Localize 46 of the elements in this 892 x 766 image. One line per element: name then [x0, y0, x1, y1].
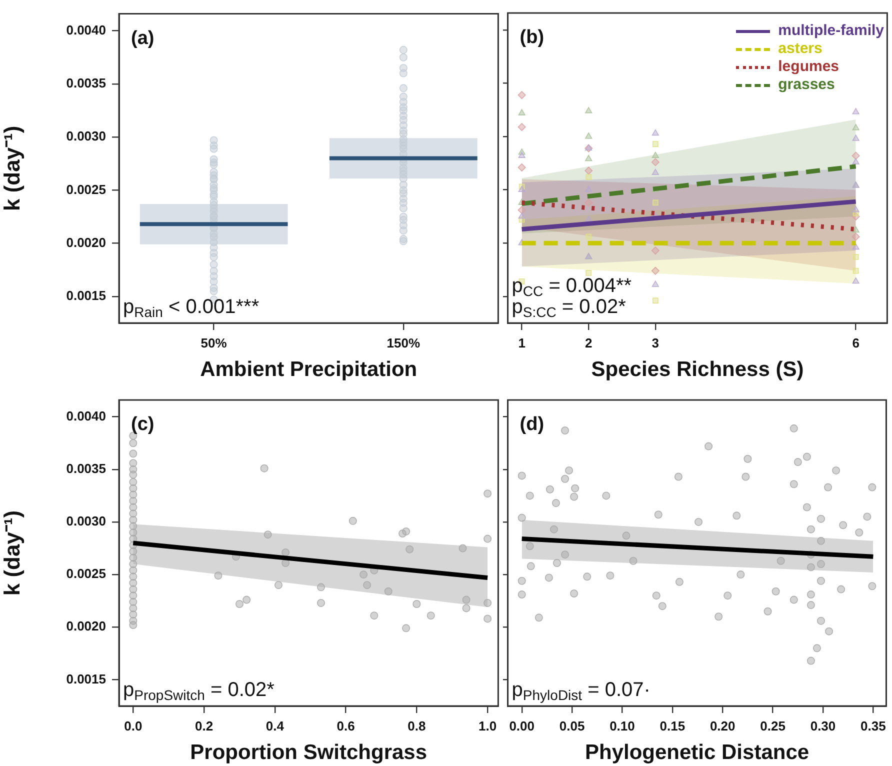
legend-label: asters — [778, 40, 822, 58]
x-tick-label: 1 — [518, 335, 526, 350]
y-tick-label: 0.0015 — [66, 671, 106, 686]
text: (b) — [520, 27, 544, 48]
x-tick-label: 50% — [200, 335, 228, 350]
y-tick-label: 0.0035 — [66, 76, 106, 91]
x-tick-label: 150% — [386, 335, 420, 350]
x-tick-label: 0.6 — [336, 718, 355, 734]
x-tick-label: 0.0 — [124, 718, 142, 734]
y-tick-label: 0.0035 — [66, 460, 106, 476]
y-axis-title: k (day⁻¹) — [0, 126, 24, 212]
legend-label: grasses — [778, 76, 835, 94]
legend-label: multiple-family — [778, 22, 884, 40]
y-tick-label: 0.0030 — [66, 514, 106, 529]
x-tick-label: 0.2 — [195, 718, 214, 734]
x-tick-label: 6 — [852, 335, 860, 350]
y-tick-label: 0.0040 — [66, 408, 106, 424]
legend-label: legumes — [778, 58, 839, 76]
x-tick-label: 3 — [652, 335, 660, 350]
y-tick-label: 0.0025 — [66, 182, 106, 197]
x-tick-label: 0.30 — [810, 718, 836, 734]
y-tick-label: 0.0020 — [66, 618, 106, 634]
x-tick-label: 0.25 — [760, 718, 786, 734]
y-tick-label: 0.0040 — [66, 22, 106, 38]
x-tick-label: 0.15 — [660, 718, 686, 734]
x-tick-label: 0.8 — [408, 718, 426, 734]
x-axis-title: Phylogenetic Distance — [584, 741, 810, 764]
x-tick-label: 1.0 — [478, 718, 497, 734]
y-tick-label: 0.0020 — [66, 234, 106, 250]
text: (d) — [520, 414, 544, 435]
y-tick-label: 0.0015 — [66, 288, 106, 304]
x-tick-label: 2 — [585, 335, 592, 350]
x-tick-label: 0.00 — [509, 718, 535, 734]
text: (a) — [131, 28, 154, 49]
x-axis-title: Ambient Precipitation — [200, 358, 418, 382]
x-axis-title: Species Richness (S) — [591, 358, 804, 382]
x-tick-label: 0.20 — [710, 718, 736, 734]
x-tick-label: 0.35 — [860, 718, 886, 734]
text: (c) — [131, 414, 154, 435]
y-tick-label: 0.0030 — [66, 128, 106, 144]
y-tick-label: 0.0025 — [66, 566, 106, 582]
y-axis-title: k (day⁻¹) — [0, 510, 24, 596]
x-axis-title: Proportion Switchgrass — [190, 741, 428, 764]
x-tick-label: 0.05 — [559, 718, 585, 734]
x-tick-label: 0.4 — [266, 718, 285, 734]
x-tick-label: 0.10 — [610, 718, 635, 734]
